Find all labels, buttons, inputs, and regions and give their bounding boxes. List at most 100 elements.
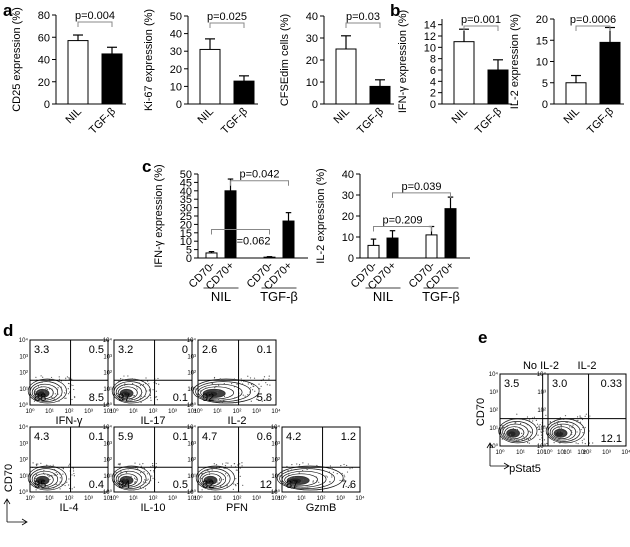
event-dot: [54, 399, 56, 401]
event-dot: [514, 422, 516, 424]
event-dot: [542, 430, 545, 432]
event-dot: [250, 387, 252, 389]
event-dot: [243, 380, 245, 382]
event-dot: [68, 463, 71, 465]
event-dot: [116, 482, 118, 485]
event-dot: [213, 377, 216, 379]
event-dot: [540, 430, 542, 432]
event-dot: [296, 485, 298, 488]
event-dot: [47, 474, 49, 476]
event-dot: [223, 395, 226, 397]
quadrant-value: 3.2: [118, 344, 133, 356]
event-dot: [219, 378, 221, 380]
y-tick-label: 10⁰: [187, 402, 197, 409]
y-tick-label: 5: [186, 245, 192, 257]
event-dot: [269, 384, 271, 386]
event-dot: [38, 391, 40, 393]
event-dot: [291, 464, 293, 466]
event-dot: [513, 439, 516, 441]
y-tick-label: 10: [306, 77, 318, 89]
bar: [199, 48, 221, 105]
density-contour: [29, 381, 63, 402]
event-dot: [51, 475, 53, 477]
panel-letter-a: a: [3, 1, 13, 20]
event-dot: [232, 473, 234, 475]
y-tick-label: 20: [306, 55, 318, 67]
y-tick-label: 0: [542, 99, 548, 111]
axis-arrow: [486, 442, 494, 466]
y-tick-label: 10³: [187, 354, 196, 360]
p-value: p=0.025: [207, 11, 247, 23]
event-dot: [74, 396, 76, 399]
x-tick-label: 10⁴: [621, 449, 630, 456]
density-contour: [27, 465, 67, 491]
event-dot: [62, 468, 64, 470]
x-axis-label: IL-10: [140, 502, 165, 514]
event-dot: [41, 381, 43, 383]
event-dot: [564, 415, 567, 417]
bar: [487, 69, 509, 105]
event-dot: [58, 484, 60, 486]
bar-chart-1: 0 10 20 30 40 50 Ki-67 expression (%) NIL TGF-β p…: [143, 9, 258, 137]
quadrant-value: 7.6: [341, 479, 356, 491]
bar: [67, 40, 89, 105]
event-dot: [148, 383, 150, 385]
event-dot: [553, 442, 555, 444]
y-tick-label: 40: [170, 29, 182, 41]
event-dot: [66, 481, 68, 483]
y-tick-label: 20: [536, 14, 548, 26]
y-tick-label: 6: [430, 65, 436, 77]
event-dot: [116, 393, 118, 395]
event-dot: [530, 432, 532, 434]
event-dot: [235, 478, 237, 480]
x-tick-label: 10⁴: [355, 495, 365, 502]
event-dot: [122, 378, 124, 380]
event-dot: [582, 431, 584, 434]
event-dot: [215, 385, 217, 387]
y-tick-label: 10¹: [271, 474, 280, 480]
bar: [263, 256, 276, 259]
event-dot: [291, 487, 293, 489]
event-dot: [249, 391, 251, 393]
y-tick-label: 10⁰: [103, 489, 113, 496]
bar: [425, 234, 438, 259]
event-dot: [33, 388, 35, 390]
density-contour: [202, 388, 226, 398]
event-dot: [143, 467, 146, 470]
event-dot: [49, 475, 51, 477]
event-dot: [215, 464, 218, 466]
x-tick-label: 10¹: [129, 409, 138, 415]
event-dot: [346, 464, 348, 467]
event-dot: [67, 393, 70, 395]
event-dot: [54, 468, 56, 471]
event-dot: [535, 419, 537, 421]
p-value: p=0.001: [461, 14, 501, 26]
event-dot: [52, 378, 54, 380]
y-axis-label: IFN-γ expression (%): [397, 10, 409, 113]
event-dot: [69, 391, 71, 393]
event-dot: [549, 432, 551, 435]
density-contour: [547, 421, 581, 442]
x-tick-label: 10²: [233, 409, 242, 415]
event-dot: [218, 401, 220, 403]
event-dot: [142, 481, 145, 483]
event-dot: [217, 482, 219, 484]
event-dot: [528, 442, 530, 444]
x-tick-label: 10¹: [45, 409, 54, 415]
density-contour: [111, 465, 151, 491]
event-dot: [129, 478, 132, 480]
p-value: p=0.03: [346, 11, 380, 23]
event-dot: [241, 462, 243, 464]
event-dot: [145, 377, 147, 379]
y-tick-label: 0: [44, 99, 50, 111]
event-dot: [53, 398, 55, 400]
event-dot: [48, 388, 50, 390]
event-dot: [329, 465, 332, 467]
event-dot: [293, 481, 295, 483]
event-dot: [239, 467, 241, 469]
event-dot: [133, 489, 135, 491]
event-dot: [339, 479, 341, 482]
event-dot: [503, 426, 505, 428]
event-dot: [306, 468, 308, 471]
x-tick-label: 10¹: [516, 450, 525, 456]
